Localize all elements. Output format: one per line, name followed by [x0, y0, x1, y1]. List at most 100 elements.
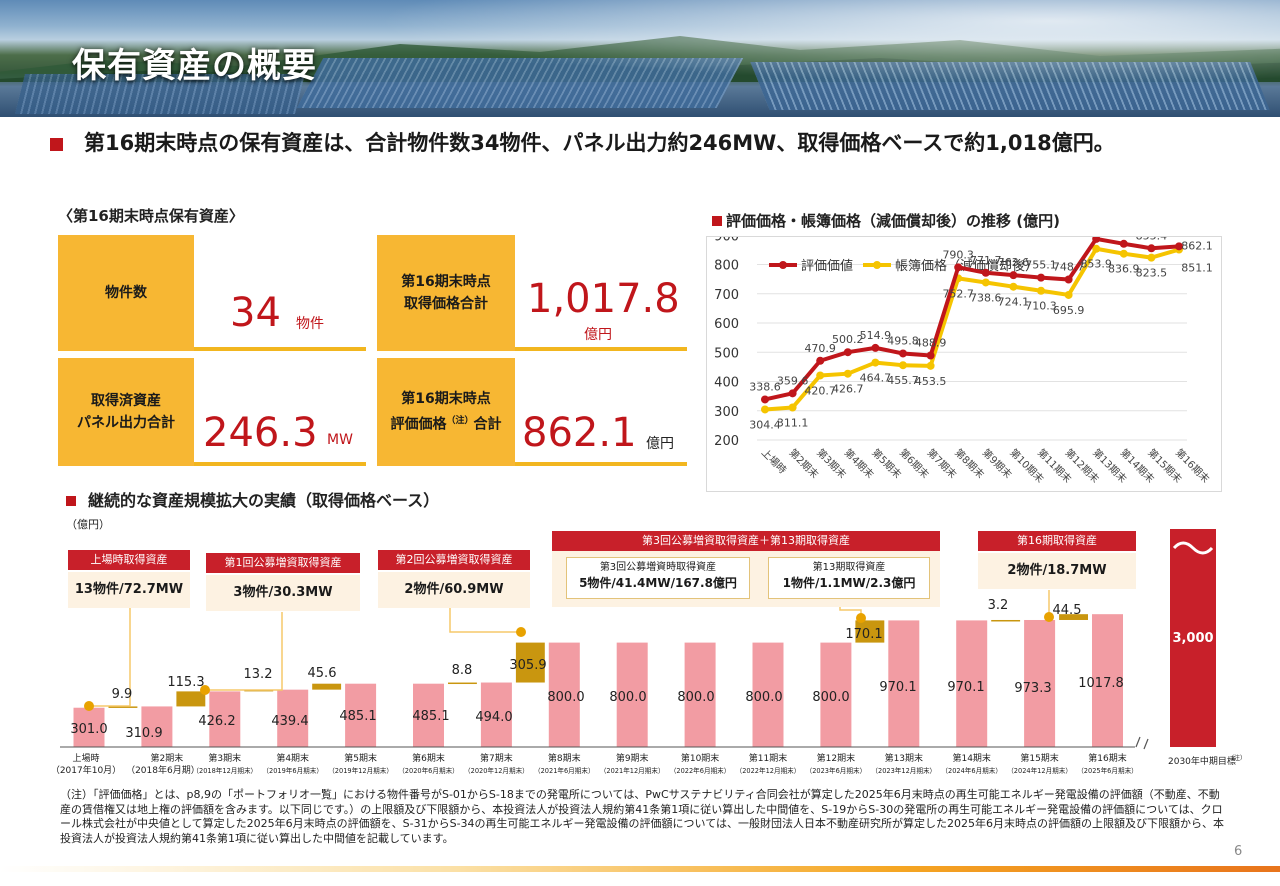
- data-point: [899, 349, 907, 358]
- legend-marker: [779, 261, 787, 269]
- panel-output-label: 取得済資産 パネル出力合計: [58, 358, 194, 466]
- increment-value-label: 170.1: [845, 627, 882, 642]
- bar-value-label: 485.1: [339, 709, 376, 724]
- y-tick-label: 300: [714, 405, 739, 420]
- acquisition-total-label: 第16期末時点 取得価格合計: [377, 235, 515, 351]
- data-label: 771.7: [970, 254, 1002, 267]
- bullet-square-icon: [50, 138, 63, 151]
- base-bar: [684, 642, 716, 747]
- axis-break-icon: [1135, 736, 1149, 750]
- x-period-label: （2023年12月期末）: [871, 766, 936, 775]
- data-point: [1009, 271, 1018, 280]
- data-label: 853.9: [1080, 258, 1112, 271]
- x-period-label: （2024年12月期末）: [1007, 766, 1072, 775]
- y-tick-label: 400: [714, 376, 739, 391]
- data-label: 488.9: [915, 336, 947, 349]
- x-category-label: 第7期末: [480, 752, 513, 764]
- x-period-label: （2018年6月期）: [126, 764, 200, 776]
- increment-value-label: 8.8: [452, 663, 473, 678]
- header-banner: 保有資産の概要: [0, 0, 1280, 117]
- divider-line: [194, 462, 366, 466]
- data-point: [788, 403, 797, 412]
- base-bar: [345, 683, 377, 747]
- x-category-label: 第3期末: [208, 752, 241, 764]
- data-label: 790.3: [942, 248, 974, 261]
- increment-value-label: 3.2: [988, 598, 1009, 613]
- x-tick-label: 第9期末: [980, 446, 1015, 481]
- po1-acq-title: 第1回公募増資取得資産: [206, 553, 360, 573]
- po3-sub-title: 第3回公募増資時取得資産: [599, 562, 717, 573]
- p16-acq-body: 2物件/18.7MW: [978, 553, 1136, 589]
- data-label: 500.2: [832, 333, 864, 346]
- po2-acq-body: 2物件/60.9MW: [378, 572, 530, 608]
- x-category-label: 第5期末: [344, 752, 377, 764]
- bar-value-label: 494.0: [475, 710, 512, 725]
- divider-line: [194, 347, 366, 351]
- bar-value-label: 301.0: [70, 722, 107, 737]
- base-bar: [413, 683, 444, 747]
- listing-acq-body: 13物件/72.7MW: [68, 572, 190, 608]
- acquisition-total-unit: 億円: [584, 327, 612, 343]
- x-tick-label: 第7期末: [924, 446, 959, 481]
- x-category-label: 第13期末: [885, 752, 923, 764]
- bar-value-label: 973.3: [1014, 681, 1051, 696]
- increment-value-label: 13.2: [244, 667, 273, 682]
- x-category-label: 第6期末: [412, 752, 445, 764]
- increment-value-label: 44.5: [1053, 603, 1082, 618]
- x-tick-label: 第3期末: [814, 446, 849, 481]
- trend-chart-panel: 200 300 400 500 600 700 800 900 評価価値 帳簿価格（減価償却後） 3…: [706, 220, 1222, 492]
- x-category-label: 第10期末: [681, 752, 719, 764]
- po3-acq-title: 第3回公募増資取得資産＋第13期取得資産: [552, 531, 940, 551]
- x-period-label: （2020年6月期末）: [398, 766, 459, 775]
- appraisal-label-part: 合計: [473, 416, 502, 433]
- increment-value-label: 305.9: [509, 658, 546, 673]
- base-bar: [141, 706, 173, 747]
- data-label: 823.5: [1136, 267, 1168, 280]
- base-bar: [209, 691, 241, 747]
- x-category-label: 第14期末: [952, 752, 990, 764]
- x-category-label: 第9期末: [616, 752, 649, 764]
- data-point: [1147, 253, 1156, 262]
- acquisition-total-label-text: 第16期末時点 取得価格合計: [401, 271, 490, 315]
- data-label: 470.9: [804, 342, 836, 355]
- appraisal-total-unit: 億円: [646, 436, 674, 452]
- data-label: 453.5: [915, 375, 947, 388]
- y-tick-label: 600: [714, 317, 739, 332]
- base-bar: [548, 642, 580, 747]
- appraisal-label-part: 評価価格: [390, 416, 447, 433]
- x-category-label: 上場時: [72, 752, 99, 764]
- data-point: [1037, 273, 1045, 282]
- p13-sub-title: 第13期取得資産: [812, 562, 886, 573]
- x-category-label: 第2期末: [151, 752, 184, 764]
- target-value-label: 3,000: [1172, 631, 1213, 646]
- data-point: [1064, 290, 1073, 299]
- data-point: [871, 358, 880, 367]
- target-category-label: 2030年中期目標: [1168, 755, 1236, 767]
- bar-value-label: 970.1: [947, 680, 984, 695]
- bar-value-label: 1017.8: [1078, 676, 1124, 691]
- bar-value-label: 800.0: [677, 690, 714, 705]
- data-label: 695.9: [1053, 304, 1085, 317]
- data-label: 724.1: [998, 296, 1030, 309]
- bar-value-label: 800.0: [547, 690, 584, 705]
- bullet-square-icon: [66, 496, 76, 506]
- base-bar: [820, 642, 852, 747]
- increment-value-label: 9.9: [112, 687, 133, 702]
- acquisition-total-label-line1: 第16期末時点: [401, 274, 491, 290]
- y-tick-label: 800: [714, 259, 739, 274]
- trend-line-chart: 200 300 400 500 600 700 800 900 評価価値 帳簿価格（減価償却後） 3…: [714, 220, 1213, 485]
- sky-haze: [0, 0, 1280, 117]
- data-point: [761, 395, 769, 404]
- increment-bar: [108, 706, 138, 708]
- data-point: [816, 371, 825, 380]
- data-label: 359.6: [777, 374, 809, 387]
- data-label: 426.7: [832, 383, 864, 396]
- data-point: [1175, 242, 1183, 251]
- acquisition-total-value: 1,017.8: [527, 276, 680, 322]
- target-bar: [1170, 529, 1216, 747]
- x-tick-label: 上場時: [759, 446, 789, 476]
- page-title: 保有資産の概要: [72, 46, 317, 86]
- panel-output-value: 246.3: [203, 410, 318, 456]
- base-bar: [480, 682, 512, 747]
- connector-dot: [200, 685, 210, 695]
